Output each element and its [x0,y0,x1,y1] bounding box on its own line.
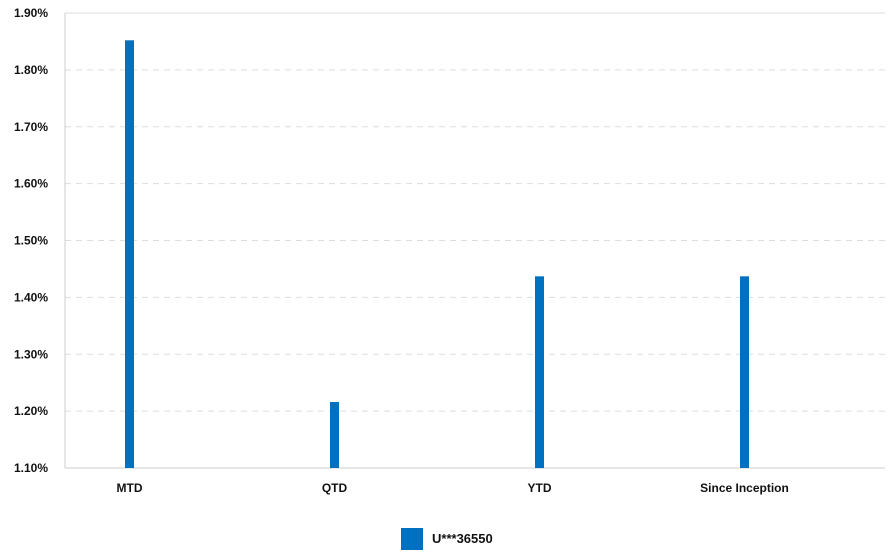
bar[interactable] [125,40,134,469]
x-tick-label: MTD [117,481,143,495]
y-tick-label: 1.50% [14,234,48,248]
y-tick-label: 1.60% [14,177,48,191]
y-tick-label: 1.40% [14,290,48,304]
bar[interactable] [330,402,339,468]
legend[interactable]: U***36550 [401,528,493,550]
y-tick-label: 1.20% [14,404,48,418]
x-tick-label: YTD [528,481,552,495]
y-tick-label: 1.10% [14,461,48,475]
bar[interactable] [535,276,544,468]
bar[interactable] [740,276,749,468]
y-tick-label: 1.70% [14,120,48,134]
x-tick-label: QTD [322,481,348,495]
y-axis-tick-labels: 1.10% 1.20% 1.30% 1.40% 1.50% 1.60% 1.70% 1.80%… [14,6,48,475]
legend-label[interactable]: U***36550 [432,531,493,546]
x-axis-tick-labels: MTD QTD YTD Since Inception [117,481,789,495]
y-tick-label: 1.30% [14,347,48,361]
grid-lines [65,12,885,412]
y-tick-label: 1.80% [14,63,48,77]
bars [125,40,749,469]
legend-swatch[interactable] [401,528,423,550]
y-tick-label: 1.90% [14,6,48,20]
x-tick-label: Since Inception [700,481,789,495]
